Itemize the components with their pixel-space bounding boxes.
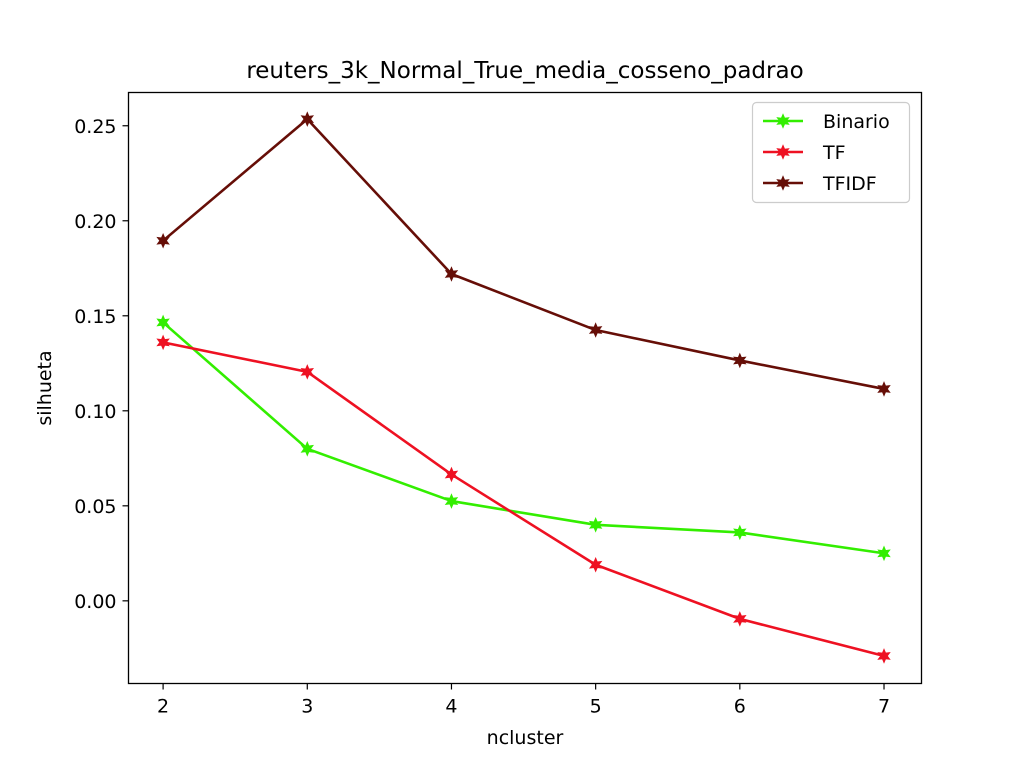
y-tick-label: 0.00 — [74, 591, 116, 613]
chart-title: reuters_3k_Normal_True_media_cosseno_pad… — [246, 58, 803, 84]
legend-label-tf: TF — [822, 142, 846, 164]
x-tick-label: 6 — [734, 696, 746, 718]
legend-box — [751, 101, 911, 204]
series-line-binario — [161, 320, 886, 555]
legend-label-tfidf: TFIDF — [822, 173, 877, 195]
data-point-tf — [444, 466, 459, 483]
y-tick-label: 0.20 — [74, 211, 116, 233]
y-tick-label: 0.05 — [74, 496, 116, 518]
data-point-binario — [877, 545, 891, 562]
data-point-binario — [300, 441, 315, 457]
x-tick-label: 5 — [590, 696, 602, 718]
series-tfidf — [156, 111, 891, 397]
data-point-tfidf — [300, 111, 315, 127]
data-point-tfidf — [588, 322, 603, 338]
data-point-tfidf — [733, 352, 747, 369]
series-binario — [156, 314, 891, 562]
x-axis: 2 3 4 5 6 7 — [157, 683, 890, 718]
legend-entry-binario: Binario — [763, 111, 890, 133]
x-axis-label: ncluster — [487, 727, 564, 749]
x-tick-label: 7 — [878, 696, 890, 718]
series-layer — [156, 111, 891, 664]
series-tf — [156, 334, 891, 664]
legend-entry-tf: TF — [763, 142, 846, 164]
data-point-tf — [300, 364, 315, 380]
x-tick-label: 2 — [157, 696, 169, 718]
legend-marker-tf — [776, 144, 790, 160]
data-point-binario — [156, 314, 170, 331]
series-line-tf — [161, 340, 886, 658]
legend: Binario TF TFIDF — [751, 101, 911, 204]
legend-label-binario: Binario — [823, 111, 890, 133]
data-point-tf — [588, 556, 603, 573]
data-point-binario — [444, 493, 459, 509]
data-point-tf — [733, 611, 747, 627]
data-point-tfidf — [444, 266, 459, 282]
data-point-tf — [156, 334, 170, 351]
y-axis: 0.00 0.05 0.10 0.15 0.20 0.25 — [74, 116, 129, 613]
data-point-tfidf — [156, 232, 170, 249]
legend-marker-binario — [776, 113, 790, 129]
data-point-binario — [733, 524, 747, 541]
series-line-tfidf — [161, 117, 886, 391]
data-point-tf — [877, 648, 891, 664]
y-axis-label: silhueta — [34, 350, 56, 425]
legend-entry-tfidf: TFIDF — [763, 173, 877, 195]
data-point-tfidf — [877, 381, 891, 397]
y-tick-label: 0.15 — [74, 306, 116, 328]
x-tick-label: 3 — [301, 696, 313, 718]
x-tick-label: 4 — [445, 696, 457, 718]
data-point-binario — [588, 517, 603, 533]
y-tick-label: 0.10 — [74, 401, 116, 423]
legend-marker-tfidf — [776, 175, 790, 191]
y-tick-label: 0.25 — [74, 116, 116, 138]
